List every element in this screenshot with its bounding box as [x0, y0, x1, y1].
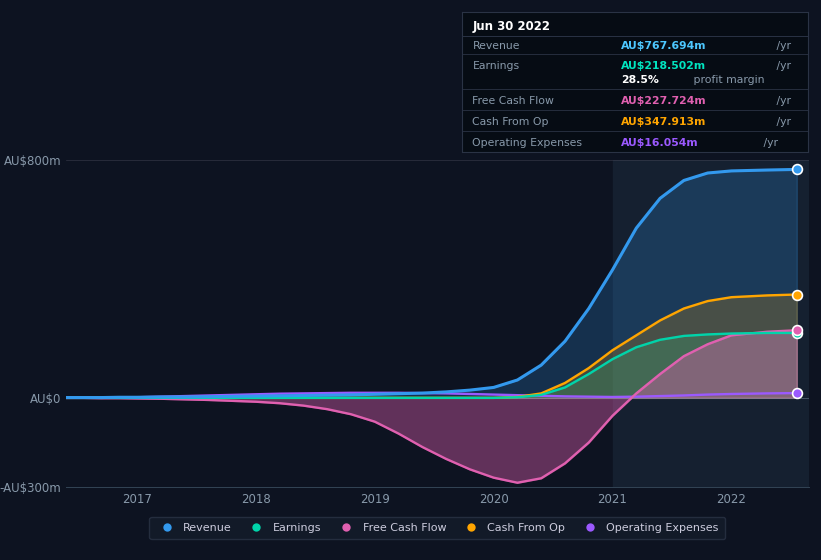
Point [791, 329, 804, 338]
Text: AU$767.694m: AU$767.694m [621, 41, 707, 52]
Text: 28.5%: 28.5% [621, 75, 659, 85]
Point [791, 326, 804, 335]
Text: Free Cash Flow: Free Cash Flow [472, 96, 554, 106]
Text: AU$227.724m: AU$227.724m [621, 96, 707, 106]
Text: Cash From Op: Cash From Op [472, 117, 549, 127]
Text: AU$218.502m: AU$218.502m [621, 61, 706, 71]
Text: AU$16.054m: AU$16.054m [621, 138, 699, 148]
Text: /yr: /yr [773, 41, 791, 52]
Point [791, 165, 804, 174]
Text: /yr: /yr [773, 61, 791, 71]
Bar [612, 160, 809, 487]
Point [791, 389, 804, 398]
Text: AU$347.913m: AU$347.913m [621, 117, 707, 127]
Text: Operating Expenses: Operating Expenses [472, 138, 582, 148]
Point [791, 290, 804, 299]
Text: profit margin: profit margin [690, 75, 765, 85]
Legend: Revenue, Earnings, Free Cash Flow, Cash From Op, Operating Expenses: Revenue, Earnings, Free Cash Flow, Cash … [149, 517, 725, 539]
Text: Revenue: Revenue [472, 41, 520, 52]
Text: /yr: /yr [773, 96, 791, 106]
Text: Jun 30 2022: Jun 30 2022 [472, 20, 550, 34]
Text: /yr: /yr [759, 138, 777, 148]
Text: /yr: /yr [773, 117, 791, 127]
Text: Earnings: Earnings [472, 61, 520, 71]
